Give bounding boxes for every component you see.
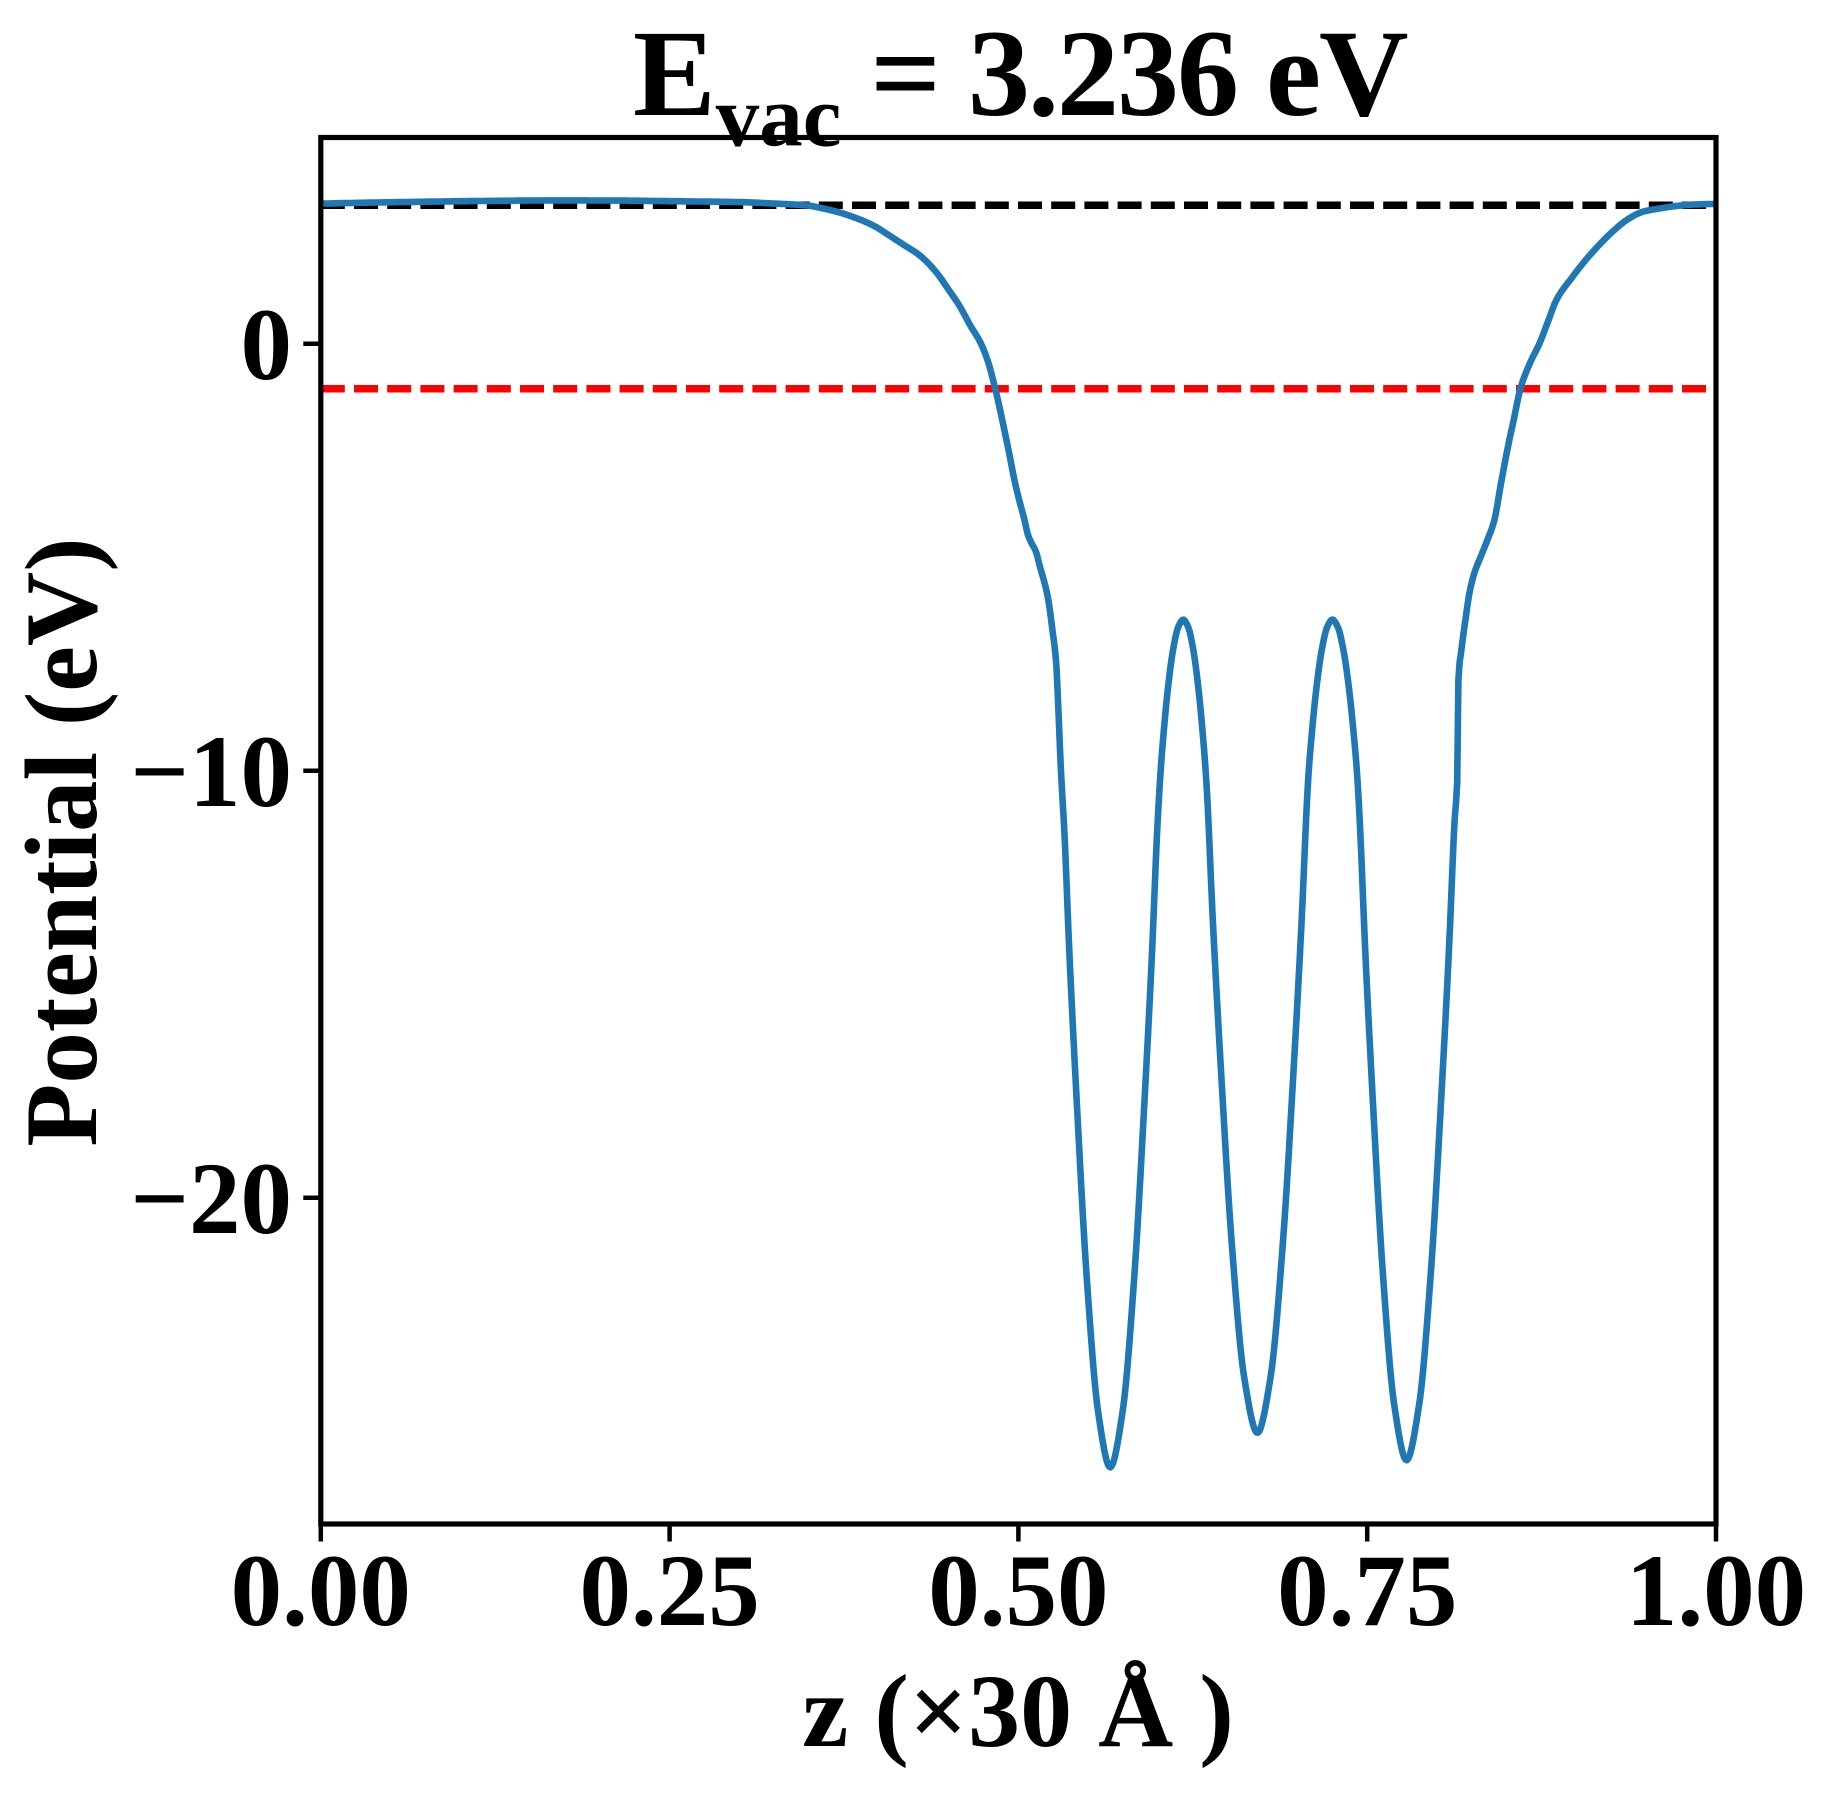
svg-text:Potential (eV): Potential (eV) [5,537,119,1146]
svg-text:0: 0 [241,288,293,402]
svg-text:−20: −20 [130,1142,292,1256]
svg-text:−10: −10 [130,715,292,829]
svg-text:z (×30 Å ): z (×30 Å ) [802,1654,1234,1769]
svg-text:1.00: 1.00 [1626,1534,1806,1648]
svg-text:0.75: 0.75 [1277,1534,1457,1648]
svg-text:Evac = 3.236 eV: Evac = 3.236 eV [633,5,1408,165]
svg-text:0.25: 0.25 [579,1534,759,1648]
svg-text:0.00: 0.00 [231,1534,411,1648]
svg-text:0.50: 0.50 [928,1534,1108,1648]
